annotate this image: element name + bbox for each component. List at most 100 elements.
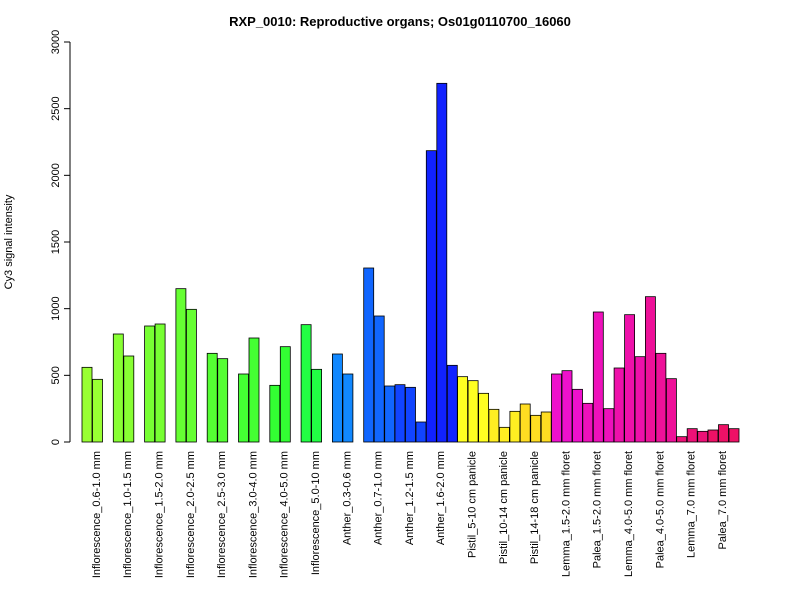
bar: [655, 352, 667, 443]
bar: [238, 373, 249, 443]
y-tick-label: 0: [50, 439, 62, 445]
bar-group: [144, 323, 166, 443]
x-tick-label: Pistil_14-18 cm panicle: [529, 451, 541, 564]
bar-group: [613, 314, 646, 443]
bar-group: [707, 424, 740, 443]
x-tick-label: Palea_7.0 mm floret: [717, 451, 729, 549]
x-tick-label: Pistil_5-10 cm panicle: [467, 451, 479, 558]
bar: [92, 378, 103, 443]
bar: [488, 408, 500, 443]
bar: [478, 392, 490, 443]
bar: [624, 314, 635, 443]
bar: [613, 367, 625, 443]
bar: [269, 384, 281, 443]
bar: [509, 410, 521, 443]
bar: [415, 421, 427, 443]
bar: [582, 402, 594, 443]
x-tick-label: Lemma_7.0 mm floret: [686, 451, 698, 558]
x-tick-label: Lemma_1.5-2.0 mm floret: [560, 451, 572, 577]
bar: [331, 353, 343, 443]
x-tick-label: Inflorescence_2.5-3.0 mm: [216, 451, 228, 578]
bar: [519, 403, 531, 443]
bar-group: [175, 288, 197, 443]
bar: [572, 388, 583, 443]
bar-group: [488, 408, 521, 443]
bar: [144, 325, 156, 443]
bar: [300, 324, 312, 443]
y-tick-label: 3000: [50, 30, 62, 54]
y-tick-label: 1000: [50, 296, 62, 320]
bar: [342, 373, 354, 443]
bar-group: [238, 337, 260, 443]
x-tick-label: Inflorescence_2.0-2.5 mm: [185, 451, 197, 578]
bar: [603, 408, 615, 443]
bar: [561, 370, 573, 443]
bar: [81, 366, 93, 443]
bar-group: [300, 324, 323, 443]
x-tick-label: Anther_0.7-1.0 mm: [373, 451, 385, 545]
x-tick-label: Inflorescence_3.0-4.0 mm: [247, 451, 259, 578]
bar: [185, 308, 197, 443]
x-tick-label: Inflorescence_0.6-1.0 mm: [91, 451, 103, 578]
bar: [728, 428, 740, 443]
bar: [123, 355, 135, 443]
bar-group: [206, 352, 229, 443]
bar: [112, 333, 124, 443]
bar: [676, 436, 688, 443]
bar: [551, 373, 562, 443]
bar-group: [425, 82, 458, 443]
bar-group: [331, 353, 354, 443]
bar: [373, 315, 385, 443]
bar: [530, 414, 542, 443]
bar: [457, 376, 469, 443]
bar: [707, 429, 719, 443]
bar: [540, 411, 552, 443]
bar: [175, 288, 187, 443]
y-tick-label: 500: [50, 366, 62, 384]
y-tick-label: 2500: [50, 96, 62, 120]
bar-group: [457, 376, 490, 443]
bar: [718, 424, 729, 443]
x-tick-label: Palea_1.5-2.0 mm floret: [592, 451, 604, 568]
x-tick-label: Palea_4.0-5.0 mm floret: [654, 451, 666, 568]
x-tick-label: Inflorescence_4.0-5.0 mm: [279, 451, 291, 578]
bar: [697, 430, 709, 443]
bar: [394, 384, 406, 443]
x-tick-label: Anther_0.3-0.6 mm: [341, 451, 353, 545]
bar: [384, 385, 396, 443]
y-tick-label: 2000: [50, 163, 62, 187]
bar: [498, 426, 510, 443]
x-tick-label: Anther_1.2-1.5 mm: [404, 451, 416, 545]
bar: [666, 378, 677, 443]
x-tick-label: Inflorescence_1.5-2.0 mm: [154, 451, 166, 578]
bar-group: [81, 366, 103, 443]
bar-group: [551, 370, 583, 443]
bar: [206, 352, 218, 443]
bar: [154, 323, 166, 443]
bar-group: [363, 267, 396, 443]
y-tick-label: 1500: [50, 230, 62, 254]
bar: [248, 337, 260, 443]
x-tick-label: Anther_1.6-2.0 mm: [435, 451, 447, 545]
bar: [634, 356, 646, 443]
bar: [436, 82, 448, 443]
x-tick-label: Inflorescence_1.0-1.5 mm: [122, 451, 134, 578]
bar-group: [582, 311, 615, 443]
bar: [311, 368, 323, 443]
y-axis-label: Cy3 signal intensity: [3, 194, 15, 289]
bar: [217, 358, 229, 443]
bar: [645, 296, 656, 443]
chart-title: RXP_0010: Reproductive organs; Os01g0110…: [229, 14, 571, 29]
x-tick-label: Pistil_10-14 cm panicle: [498, 451, 510, 564]
bar: [592, 311, 604, 443]
bar-group: [645, 296, 677, 443]
bar-group: [269, 346, 291, 443]
y-axis: 0 500 1000 1500 2000 2500 3000: [50, 30, 71, 445]
x-tick-label: Inflorescence_5.0-10 mm: [310, 451, 322, 575]
bar: [279, 346, 291, 443]
bar: [467, 380, 479, 443]
category-labels: Inflorescence_0.6-1.0 mm Inflorescence_1.…: [91, 451, 729, 578]
bar: [425, 150, 437, 443]
